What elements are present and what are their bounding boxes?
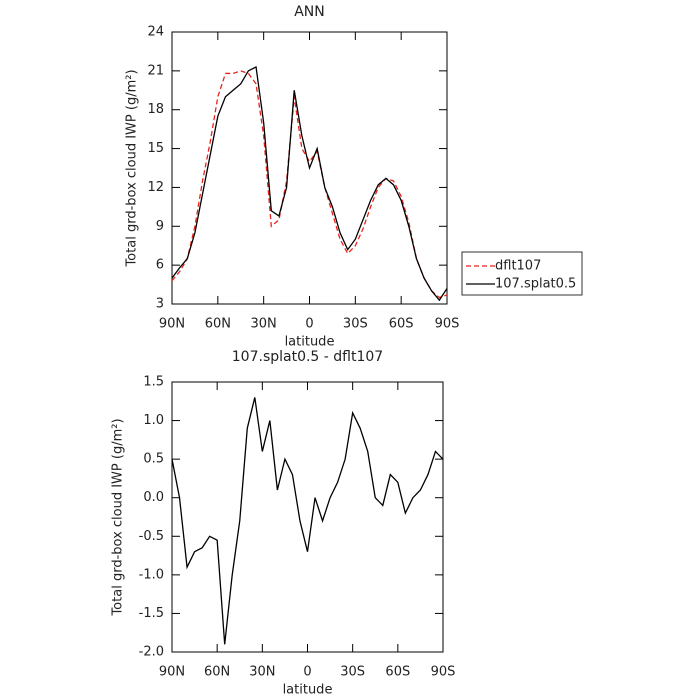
y-tick-label: 3 [156,297,164,312]
x-tick-label: 90N [159,317,185,332]
data-line [171,397,444,645]
x-tick-label: 60S [389,317,414,332]
y-tick-label: 18 [147,102,164,117]
y-tick-label: 15 [147,141,164,156]
plot-frame [171,381,444,653]
y-tick-label: 0.0 [143,490,164,505]
x-tick-label: 90S [431,665,456,680]
x-tick-label: 30N [249,665,275,680]
y-tick-label: 0.5 [143,452,164,467]
x-tick-label: 60N [205,317,231,332]
chart-title: 107.splat0.5 - dflt107 [232,349,383,365]
y-tick-label: 6 [156,258,164,273]
x-tick-label: 60S [385,665,410,680]
x-tick-label: 60N [204,665,230,680]
x-tick-label: 90S [435,317,460,332]
x-tick-label: 0 [305,317,313,332]
x-tick-label: 0 [303,665,311,680]
y-tick-label: -0.5 [139,529,164,544]
x-tick-label: 30S [343,317,368,332]
legend-box [461,251,583,296]
y-tick-label: -2.0 [139,645,164,660]
chart-title: ANN [294,4,325,20]
y-tick-label: 9 [156,219,164,234]
y-axis-label: Total grd-box cloud IWP (g/m²) [125,69,140,267]
y-axis-label: Total grd-box cloud IWP (g/m²) [111,418,126,616]
y-tick-label: -1.0 [139,567,164,582]
y-tick-label: 21 [147,63,164,78]
x-tick-label: 30N [251,317,277,332]
legend-label: dflt107 [495,259,541,274]
data-line [171,65,448,302]
y-tick-label: 24 [147,25,164,40]
y-tick-label: -1.5 [139,606,164,621]
x-tick-label: 90N [159,665,185,680]
data-line [171,70,448,299]
x-axis-label: latitude [285,335,335,350]
y-tick-label: 1.0 [143,413,164,428]
x-tick-label: 30S [340,665,365,680]
y-tick-label: 1.5 [143,375,164,390]
y-tick-label: 12 [147,180,164,195]
legend-label: 107.splat0.5 [495,277,576,292]
x-axis-label: latitude [283,683,333,698]
